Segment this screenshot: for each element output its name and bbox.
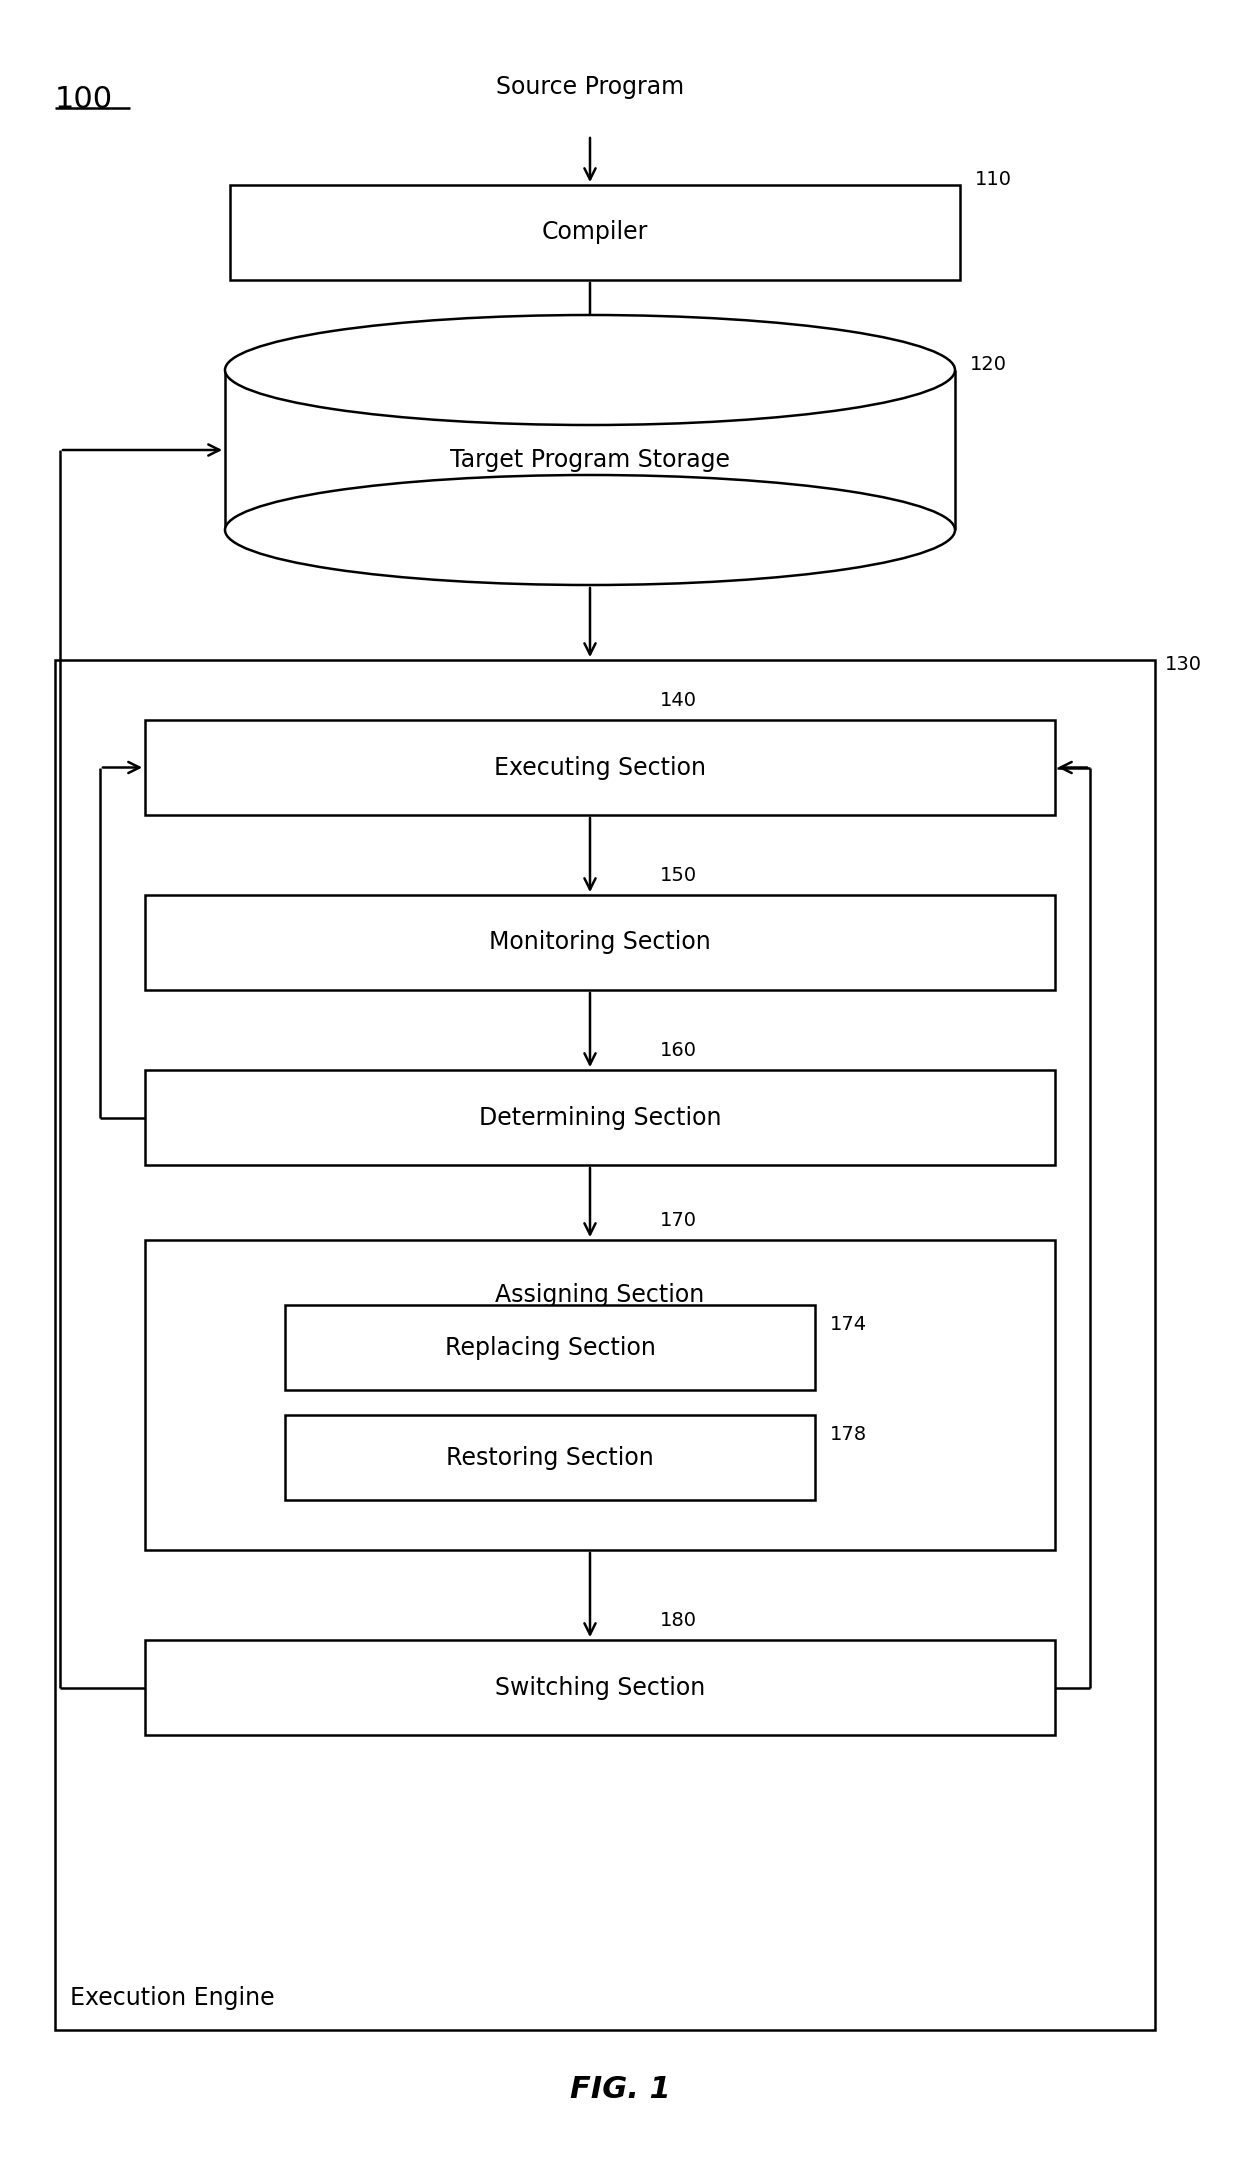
Text: 140: 140 (660, 690, 697, 710)
Text: 150: 150 (660, 866, 697, 885)
Text: Determining Section: Determining Section (479, 1106, 722, 1130)
Bar (145, 896, 1055, 989)
Text: 180: 180 (660, 1610, 697, 1629)
Text: 110: 110 (975, 171, 1012, 188)
Bar (145, 1240, 1055, 1549)
Text: 174: 174 (830, 1316, 867, 1333)
Text: Replacing Section: Replacing Section (445, 1335, 656, 1359)
Bar (285, 1305, 815, 1389)
Text: Switching Section: Switching Section (495, 1675, 706, 1699)
Text: 120: 120 (970, 355, 1007, 374)
Bar (285, 1415, 815, 1500)
Text: Execution Engine: Execution Engine (69, 1987, 274, 2010)
Text: Assigning Section: Assigning Section (495, 1283, 704, 1307)
Text: 170: 170 (660, 1212, 697, 1229)
Bar (229, 184, 960, 279)
Text: Monitoring Section: Monitoring Section (489, 931, 711, 954)
Bar (145, 1069, 1055, 1164)
Text: Source Program: Source Program (496, 76, 684, 100)
Text: 130: 130 (1166, 656, 1202, 673)
Ellipse shape (224, 316, 955, 424)
Text: FIG. 1: FIG. 1 (569, 2075, 671, 2106)
Text: Target Program Storage: Target Program Storage (450, 448, 730, 472)
Bar (145, 721, 1055, 816)
Text: Executing Section: Executing Section (494, 755, 706, 779)
Bar (55, 660, 1154, 2030)
Text: 178: 178 (830, 1426, 867, 1443)
Text: 160: 160 (660, 1041, 697, 1060)
Text: 100: 100 (55, 84, 113, 115)
Bar (145, 1640, 1055, 1736)
Text: Restoring Section: Restoring Section (446, 1446, 653, 1469)
Bar (224, 370, 955, 530)
Ellipse shape (224, 476, 955, 584)
Text: Compiler: Compiler (542, 221, 649, 245)
